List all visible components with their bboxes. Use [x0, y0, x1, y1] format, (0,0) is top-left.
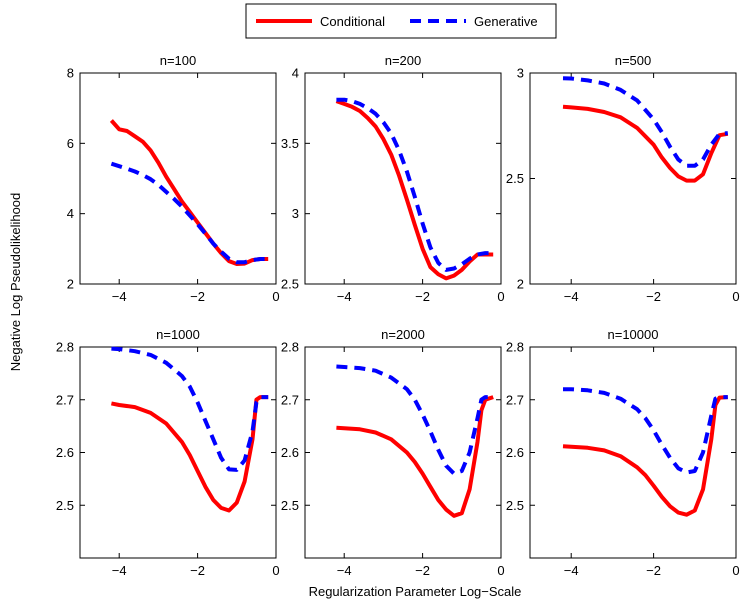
y-tick-label: 2.5 — [281, 277, 299, 292]
series-line-conditional — [562, 395, 728, 517]
y-tick-label: 2.6 — [506, 445, 524, 460]
legend-label-generative: Generative — [474, 14, 538, 29]
y-tick-label: 2.7 — [506, 392, 524, 407]
subplot-title: n=100 — [160, 53, 197, 68]
series-line-generative — [563, 387, 728, 475]
plot-area — [79, 346, 277, 559]
y-tick-label: 2.7 — [281, 392, 299, 407]
y-tick-label: 2 — [517, 277, 524, 292]
subplot-6: n=10000 −4 −2 0 2.5 2.6 2.7 2.8 — [506, 327, 740, 578]
y-tick-label: 4 — [292, 66, 299, 81]
y-tick-label: 3.5 — [281, 136, 299, 151]
subplot-2: n=200 −4 −2 0 2.5 3 3.5 4 — [281, 53, 505, 304]
y-tick-label: 4 — [67, 206, 74, 221]
x-tick-label: 0 — [272, 289, 279, 304]
series-line-generative — [110, 161, 269, 265]
y-tick-label: 6 — [67, 136, 74, 151]
y-tick-label: 2.6 — [56, 445, 74, 460]
y-tick-label: 2.5 — [506, 498, 524, 513]
series-line-generative — [111, 346, 269, 472]
y-tick-label: 2.5 — [56, 498, 74, 513]
x-tick-label: 0 — [497, 289, 504, 304]
subplot-title: n=10000 — [608, 327, 659, 342]
y-tick-label: 2.8 — [281, 340, 299, 355]
x-tick-label: −4 — [112, 289, 127, 304]
subplot-4: n=1000 −4 −2 0 2.5 2.6 2.7 2.8 — [56, 327, 280, 578]
series-line-generative — [336, 97, 494, 272]
y-tick-label: 3 — [517, 66, 524, 81]
x-tick-label: 0 — [272, 563, 279, 578]
subplot-1: n=100 −4 −2 0 2 4 6 8 — [67, 53, 280, 304]
y-tick-label: 3 — [292, 206, 299, 221]
subplot-title: n=2000 — [381, 327, 425, 342]
x-tick-label: −2 — [646, 563, 661, 578]
subplot-title: n=200 — [385, 53, 422, 68]
series-line-conditional — [335, 99, 494, 281]
subplot-3: n=500 −4 −2 0 2 2.5 3 — [506, 53, 740, 304]
plot-area — [529, 72, 737, 285]
y-tick-label: 2.5 — [506, 171, 524, 186]
subplot-title: n=1000 — [156, 327, 200, 342]
x-tick-label: 0 — [732, 563, 739, 578]
y-tick-label: 2.8 — [56, 340, 74, 355]
x-tick-label: −2 — [190, 563, 205, 578]
subplot-title: n=500 — [615, 53, 652, 68]
series-line-generative — [562, 76, 728, 168]
series-line-conditional — [110, 395, 269, 513]
x-tick-label: −4 — [564, 289, 579, 304]
plot-area — [529, 346, 737, 559]
y-tick-label: 2.8 — [506, 340, 524, 355]
x-tick-label: 0 — [732, 289, 739, 304]
x-axis-title: Regularization Parameter Log−Scale — [309, 584, 522, 599]
x-tick-label: −2 — [646, 289, 661, 304]
x-tick-label: −4 — [112, 563, 127, 578]
x-tick-label: −2 — [190, 289, 205, 304]
x-tick-label: 0 — [497, 563, 504, 578]
x-tick-label: −2 — [415, 563, 430, 578]
y-tick-label: 2.7 — [56, 392, 74, 407]
subplot-5: n=2000 −4 −2 0 2.5 2.6 2.7 2.8 — [281, 327, 505, 578]
y-tick-label: 2.6 — [281, 445, 299, 460]
y-axis-title: Negative Log Pseudolikelihood — [8, 193, 23, 372]
x-tick-label: −2 — [415, 289, 430, 304]
x-tick-label: −4 — [337, 289, 352, 304]
plot-area — [79, 72, 277, 285]
y-tick-label: 8 — [67, 66, 74, 81]
plot-area — [304, 72, 502, 285]
y-tick-label: 2.5 — [281, 498, 299, 513]
series-line-generative — [336, 364, 494, 476]
series-line-conditional — [562, 104, 729, 183]
x-tick-label: −4 — [564, 563, 579, 578]
y-tick-label: 2 — [67, 277, 74, 292]
legend-label-conditional: Conditional — [320, 14, 385, 29]
x-tick-label: −4 — [337, 563, 352, 578]
series-line-conditional — [336, 395, 494, 518]
legend: Conditional Generative — [245, 3, 557, 39]
